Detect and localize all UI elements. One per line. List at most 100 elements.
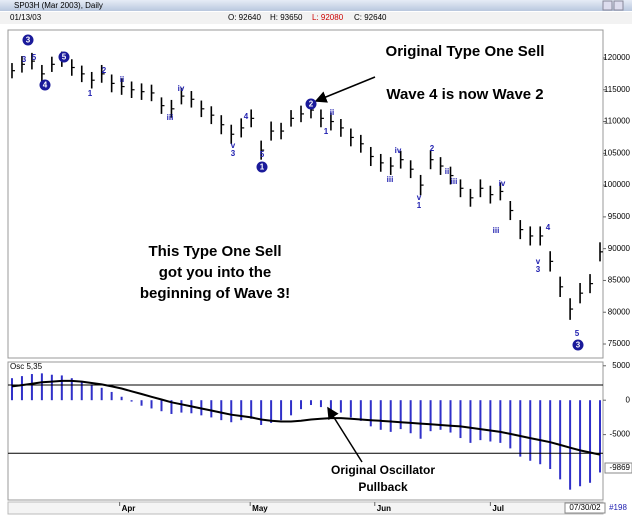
osc-bar	[439, 400, 442, 430]
annotation: got you into the	[159, 264, 271, 281]
title-bar	[0, 0, 632, 11]
osc-bar	[379, 400, 382, 430]
window-button[interactable]	[613, 0, 624, 11]
y-tick-label: 120000	[603, 53, 630, 62]
osc-bar	[589, 400, 592, 483]
wave-label: 5	[575, 329, 580, 338]
annotation-arrow	[314, 76, 376, 103]
window-title: SP03H (Mar 2003), Daily	[14, 1, 103, 10]
y-tick-label: 80000	[608, 307, 631, 316]
wave-label: 3	[231, 149, 236, 158]
osc-bar	[419, 400, 422, 439]
annotation: This Type One Sell	[148, 243, 281, 260]
wave-label: 1	[417, 201, 422, 210]
high-label: H: 93650	[270, 13, 303, 22]
osc-bar	[120, 396, 123, 401]
osc-bar	[230, 400, 233, 423]
osc-bar	[579, 400, 582, 487]
osc-bar	[250, 400, 253, 419]
osc-bar	[359, 400, 362, 421]
wave-label: v	[417, 193, 422, 202]
osc-bar	[569, 400, 572, 490]
y-tick-label: -5000	[610, 430, 631, 439]
y-tick-label: 105000	[603, 148, 630, 157]
wave-label: 1	[88, 89, 93, 98]
osc-bar	[509, 400, 512, 449]
wave-label: iii	[493, 226, 500, 235]
info-bar	[0, 12, 632, 24]
wave-label: 1	[324, 127, 329, 136]
osc-bar	[270, 400, 273, 423]
y-tick-label: 75000	[608, 339, 631, 348]
osc-bar	[389, 400, 392, 432]
end-date: 07/30/02	[569, 503, 601, 512]
wave-label: ii	[445, 167, 449, 176]
y-tick-label: 95000	[608, 212, 631, 221]
osc-bar	[519, 400, 522, 457]
y-tick-label: 85000	[608, 276, 631, 285]
low-label: L: 92080	[312, 13, 344, 22]
open-label: O: 92640	[228, 13, 261, 22]
wave-label: iii	[167, 113, 174, 122]
circled-wave-label: 5	[62, 53, 67, 62]
x-tick-label: Apr	[122, 504, 136, 513]
annotation: beginning of Wave 3!	[140, 285, 290, 302]
wave-label: iv	[499, 179, 506, 188]
annotation: Pullback	[358, 480, 408, 494]
x-tick-label: May	[252, 504, 268, 513]
osc-bar	[180, 400, 183, 413]
osc-bar	[329, 400, 332, 410]
osc-bar	[50, 374, 53, 401]
osc-bar	[90, 384, 93, 401]
wave-label: 4	[546, 223, 551, 232]
circled-wave-label: 3	[26, 36, 31, 45]
osc-bar	[449, 400, 452, 433]
osc-bar	[469, 400, 472, 443]
osc-bar	[459, 400, 462, 439]
signal-line	[11, 379, 601, 456]
circled-wave-label: 4	[43, 81, 48, 90]
osc-bar	[539, 400, 542, 465]
osc-bar	[399, 400, 402, 430]
osc-bar	[150, 400, 153, 409]
bar-count: #198	[609, 503, 627, 512]
y-tick-label: 110000	[604, 117, 631, 126]
osc-bar	[10, 378, 13, 401]
wave-circle	[39, 79, 51, 91]
osc-bar	[240, 400, 243, 421]
osc-bar	[529, 400, 532, 461]
circled-wave-label: 2	[309, 100, 314, 109]
osc-bar	[70, 378, 73, 401]
price-frame	[7, 29, 604, 359]
osc-bar	[429, 400, 432, 432]
x-tick-label: Jul	[492, 504, 504, 513]
annotation: Wave 4 is now Wave 2	[386, 86, 543, 103]
osc-frame	[7, 361, 604, 501]
wave-label: v	[536, 257, 541, 266]
osc-bar	[220, 400, 223, 421]
wave-label: iv	[178, 84, 185, 93]
close-label: C: 92640	[354, 13, 387, 22]
annotation: Original Type One Sell	[386, 43, 545, 60]
wave-label: iii	[387, 175, 394, 184]
osc-bar	[300, 400, 303, 410]
wave-label: ii	[330, 108, 334, 117]
osc-bar	[409, 400, 412, 434]
osc-bar	[280, 400, 283, 421]
last-value: -9869	[610, 463, 631, 472]
x-axis	[7, 501, 604, 515]
osc-bar	[140, 400, 143, 406]
window-button[interactable]	[602, 0, 613, 11]
wave-label: 3	[22, 55, 27, 64]
annotation: Original Oscillator	[331, 463, 435, 477]
osc-bar	[549, 400, 552, 470]
osc-bar	[110, 391, 113, 401]
wave-label: 4	[244, 112, 249, 121]
osc-bar	[170, 400, 173, 414]
osc-bar	[319, 400, 322, 408]
wave-label: iii	[451, 177, 458, 186]
wave-label: 5	[260, 150, 265, 159]
date-label: 01/13/03	[10, 13, 42, 22]
x-tick-label: Jun	[377, 504, 391, 513]
